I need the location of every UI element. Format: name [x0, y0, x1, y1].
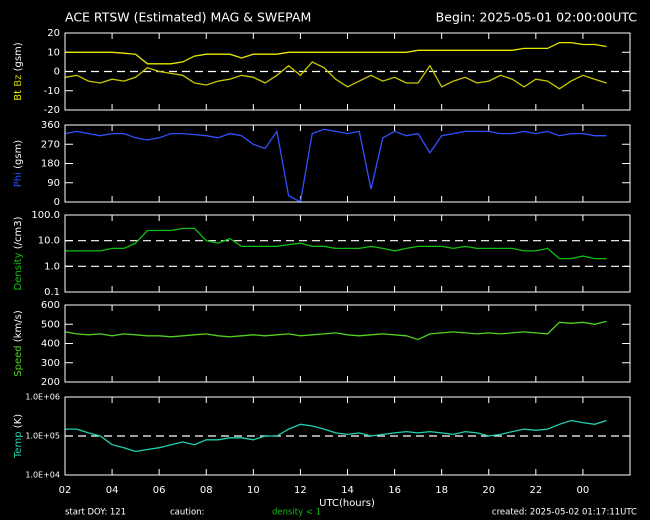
legend-entry: Bt [13, 90, 24, 101]
y-tick-label: 180 [41, 159, 60, 170]
y-tick-label: 500 [41, 319, 60, 330]
data-trace [64, 128, 607, 204]
y-tick-label: 600 [41, 300, 60, 311]
legend-entry: Temp [13, 431, 24, 459]
data-trace [65, 419, 607, 453]
y-tick-label: -20 [44, 105, 60, 116]
footer-created: created: 2025-05-02 01:17:11UTC [492, 508, 637, 518]
x-tick-label: 18 [435, 485, 448, 496]
x-tick-label: 02 [59, 485, 72, 496]
y-tick-label: 1.0E+06 [25, 393, 60, 402]
y-axis-label: Speed (km/s) [13, 310, 24, 377]
y-tick-label: 100.0 [31, 210, 60, 221]
y-tick-label: 300 [41, 358, 60, 369]
x-tick-label: 00 [577, 485, 590, 496]
plot-frame [64, 304, 631, 383]
y-tick-label: 400 [41, 339, 60, 350]
y-tick-label: 20 [47, 28, 60, 39]
plot-frame [64, 32, 631, 111]
y-tick-label: 90 [47, 178, 60, 189]
y-axis-label: Bt Bz (gsm) [13, 42, 24, 100]
y-tick-label: 1.0 [44, 261, 60, 272]
x-axis-label: UTC(hours) [319, 498, 375, 509]
y-tick-label: 10 [47, 47, 60, 58]
y-tick-label: 270 [41, 139, 60, 150]
x-tick-label: 22 [529, 485, 542, 496]
legend-entry: Density [13, 252, 24, 290]
x-tick-label: 14 [341, 485, 354, 496]
plot-frame [64, 214, 631, 293]
footer-start: start DOY: 121 [65, 508, 126, 518]
y-axis-label: Phi (gsm) [13, 140, 24, 188]
x-tick-label: 12 [294, 485, 307, 496]
data-trace [65, 227, 607, 260]
y-tick-label: -10 [44, 86, 60, 97]
y-tick-label: 200 [41, 377, 60, 388]
legend-entry: Bz [13, 75, 24, 87]
x-tick-label: 20 [482, 485, 495, 496]
y-unit: (/cm3) [13, 216, 24, 249]
legend-entry: Phi [13, 172, 24, 187]
y-tick-label: 0.1 [44, 287, 60, 298]
y-axis-label: Density (/cm3) [13, 216, 24, 290]
x-tick-label: 08 [200, 485, 213, 496]
data-trace [65, 41, 607, 65]
y-tick-label: 1.0E+05 [25, 432, 60, 441]
x-tick-label: 16 [388, 485, 401, 496]
y-tick-label: 1.0E+04 [25, 471, 60, 480]
y-tick-label: 360 [41, 120, 60, 131]
y-unit: (gsm) [13, 42, 24, 71]
y-tick-label: 10.0 [38, 236, 60, 247]
y-unit: (gsm) [13, 140, 24, 169]
y-tick-label: 0 [54, 197, 60, 208]
x-tick-label: 04 [106, 485, 119, 496]
begin-time: Begin: 2025-05-01 02:00:00UTC [436, 10, 638, 25]
y-tick-label: 0 [54, 67, 60, 78]
footer-density-note: density < 1 [272, 508, 321, 518]
y-unit: (km/s) [13, 310, 24, 342]
legend-entry: Speed [13, 345, 24, 376]
x-tick-label: 06 [153, 485, 166, 496]
chart-title: ACE RTSW (Estimated) MAG & SWEPAM [65, 10, 311, 25]
footer-caution: caution: [170, 508, 204, 518]
data-trace [64, 61, 607, 90]
data-trace [64, 320, 607, 341]
y-axis-label: Temp (K) [13, 414, 24, 459]
x-tick-label: 10 [247, 485, 260, 496]
plot-frame [64, 396, 631, 476]
y-unit: (K) [13, 414, 24, 428]
plot-frame [64, 124, 631, 203]
